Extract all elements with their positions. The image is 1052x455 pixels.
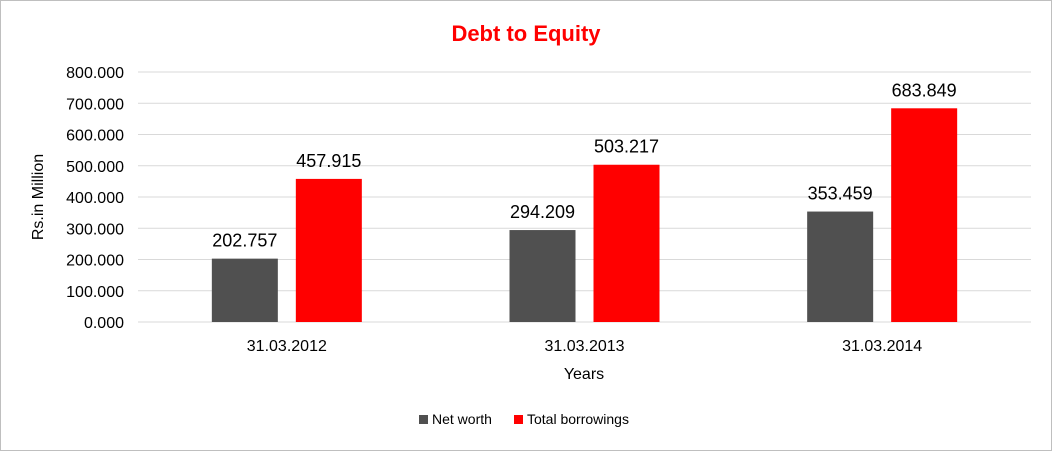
legend-swatch — [514, 415, 523, 424]
bars — [211, 108, 958, 323]
y-tick-label: 0.000 — [84, 315, 124, 332]
data-label: 353.459 — [808, 184, 873, 204]
y-axis-title: Rs.in Million — [30, 154, 47, 240]
bar-total-borrowings — [891, 108, 958, 323]
legend: Net worth Total borrowings — [419, 411, 629, 427]
y-tick-label: 300.000 — [66, 221, 124, 238]
y-tick-label: 700.000 — [66, 96, 124, 113]
bar-net-worth — [509, 230, 576, 322]
y-tick-label: 800.000 — [66, 65, 124, 82]
data-label: 457.915 — [296, 151, 361, 171]
y-axis-ticks: 0.000 100.000 200.000 300.000 400.000 500.000… — [66, 65, 124, 332]
legend-label: Net worth — [432, 411, 492, 427]
y-tick-label: 200.000 — [66, 253, 124, 270]
bar-net-worth — [211, 258, 278, 322]
data-label: 202.757 — [212, 231, 277, 251]
y-tick-label: 100.000 — [66, 284, 124, 301]
bar-total-borrowings — [593, 164, 660, 322]
data-label: 683.849 — [892, 80, 957, 100]
chart-title: Debt to Equity — [451, 21, 601, 46]
legend-swatch — [419, 415, 428, 424]
y-tick-label: 600.000 — [66, 128, 124, 145]
data-label: 503.217 — [594, 137, 659, 157]
x-tick-label: 31.03.2014 — [842, 338, 922, 355]
y-tick-label: 400.000 — [66, 190, 124, 207]
data-labels: 202.757 457.915 294.209 503.217 353.459 683.8… — [212, 80, 956, 250]
legend-label: Total borrowings — [527, 411, 629, 427]
x-tick-label: 31.03.2013 — [544, 338, 624, 355]
gridlines — [138, 71, 1031, 323]
x-axis-ticks: 31.03.2012 31.03.2013 31.03.2014 — [247, 338, 923, 355]
data-label: 294.209 — [510, 202, 575, 222]
x-axis-title: Years — [564, 366, 604, 383]
y-tick-label: 500.000 — [66, 159, 124, 176]
bar-net-worth — [807, 211, 874, 322]
x-tick-label: 31.03.2012 — [247, 338, 327, 355]
bar-total-borrowings — [295, 178, 362, 322]
